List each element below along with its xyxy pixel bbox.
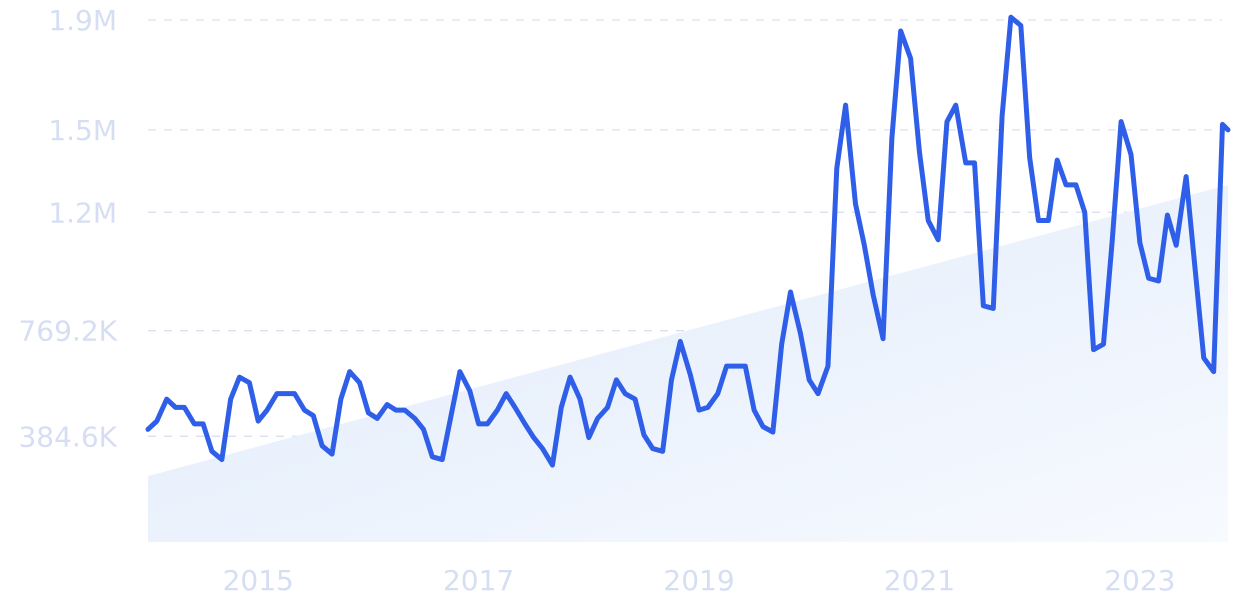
x-tick-label-2021: 2021 [884,564,955,597]
y-tick-label-384-6k: 384.6K [18,420,117,453]
y-tick-label-1-5m: 1.5M [48,114,117,147]
y-axis-tick-labels: 384.6K 769.2K 1.2M 1.5M 1.9M [18,4,117,453]
x-tick-label-2023: 2023 [1104,564,1175,597]
x-tick-label-2019: 2019 [663,564,734,597]
series-line [145,14,1231,468]
y-tick-label-1-9m: 1.9M [48,4,117,37]
y-tick-label-769-2k: 769.2K [18,315,117,348]
x-axis-tick-labels: 2015 2017 2019 2021 2023 [223,564,1176,597]
x-tick-label-2017: 2017 [443,564,514,597]
y-tick-label-1-2m: 1.2M [48,196,117,229]
x-tick-label-2015: 2015 [223,564,294,597]
